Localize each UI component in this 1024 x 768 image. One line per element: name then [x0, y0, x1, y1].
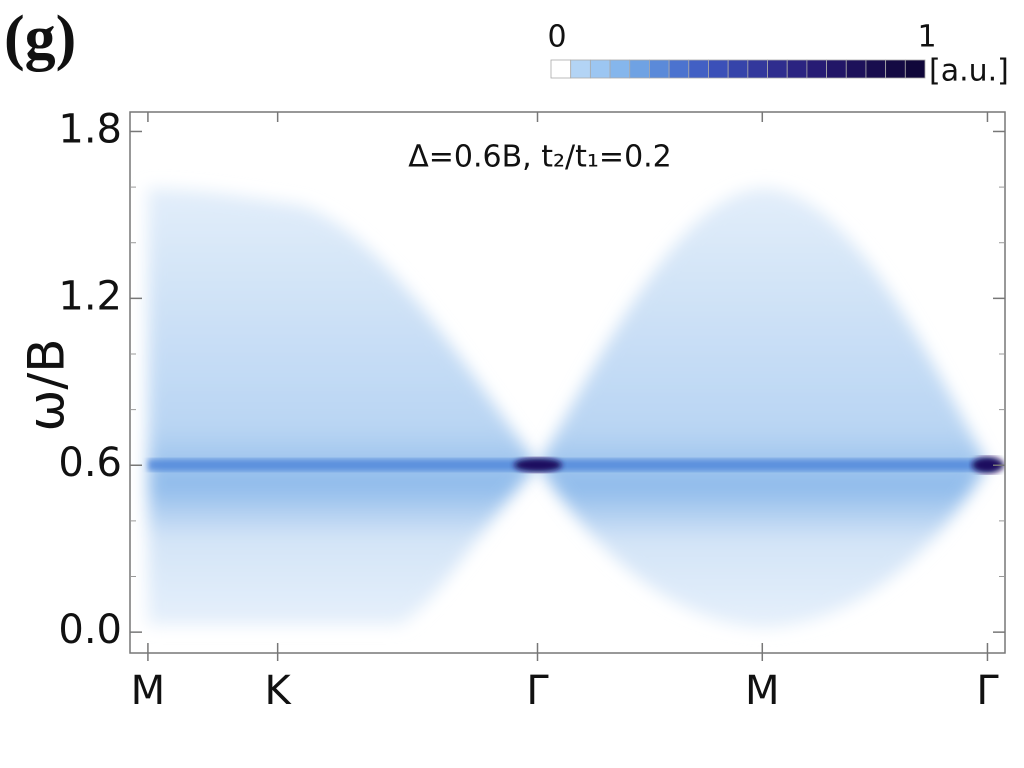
colorbar-cell	[845, 59, 867, 79]
y-tick-label: 1.2	[58, 273, 122, 319]
x-tick-label: M	[745, 668, 780, 714]
y-axis-label: ω/B	[18, 338, 76, 431]
colorbar-cell	[727, 59, 749, 79]
plot-frame	[129, 111, 1006, 654]
colorbar-min-label: 0	[547, 20, 566, 55]
x-tick-label: K	[265, 668, 293, 714]
colorbar-cell	[826, 59, 847, 79]
panel-label: (g)	[4, 4, 76, 72]
colorbar-cell	[629, 59, 650, 79]
band-shading-left	[148, 188, 538, 625]
y-tick-label: 1.8	[58, 106, 122, 152]
colorbar-cell	[904, 59, 926, 79]
colorbar-cell	[747, 59, 768, 79]
colorbar-cell	[609, 59, 631, 79]
colorbar-cell	[806, 59, 827, 79]
x-tick-label: Γ	[976, 668, 999, 714]
colorbar-cell	[708, 59, 729, 79]
y-tick-label: 0.6	[58, 440, 122, 486]
colorbar-cell	[767, 59, 788, 79]
hot-spot	[972, 457, 1004, 473]
colorbar-cell	[668, 59, 690, 79]
colorbar-cell	[865, 59, 887, 79]
colorbar-cell	[570, 59, 591, 79]
y-tick-label: 0.0	[58, 607, 122, 653]
annotation: Δ=0.6B, t₂/t₁=0.2	[408, 140, 672, 175]
colorbar-max-label: 1	[917, 20, 936, 55]
x-tick-label: M	[131, 668, 166, 714]
band-shading-right	[538, 188, 988, 628]
colorbar: 0 1[a.u.]	[547, 20, 1008, 89]
hot-spot	[514, 458, 562, 472]
colorbar-cell	[649, 59, 670, 79]
colorbar-cell	[688, 59, 709, 79]
colorbar-cell	[885, 59, 906, 79]
colorbar-cell	[589, 59, 611, 79]
colorbar-cell	[550, 59, 572, 79]
colorbar-unit: [a.u.]	[929, 54, 1009, 89]
colorbar-cell	[786, 59, 808, 79]
spectral-shading	[148, 188, 1004, 628]
flat-band	[148, 459, 993, 471]
x-tick-label: Γ	[526, 668, 549, 714]
